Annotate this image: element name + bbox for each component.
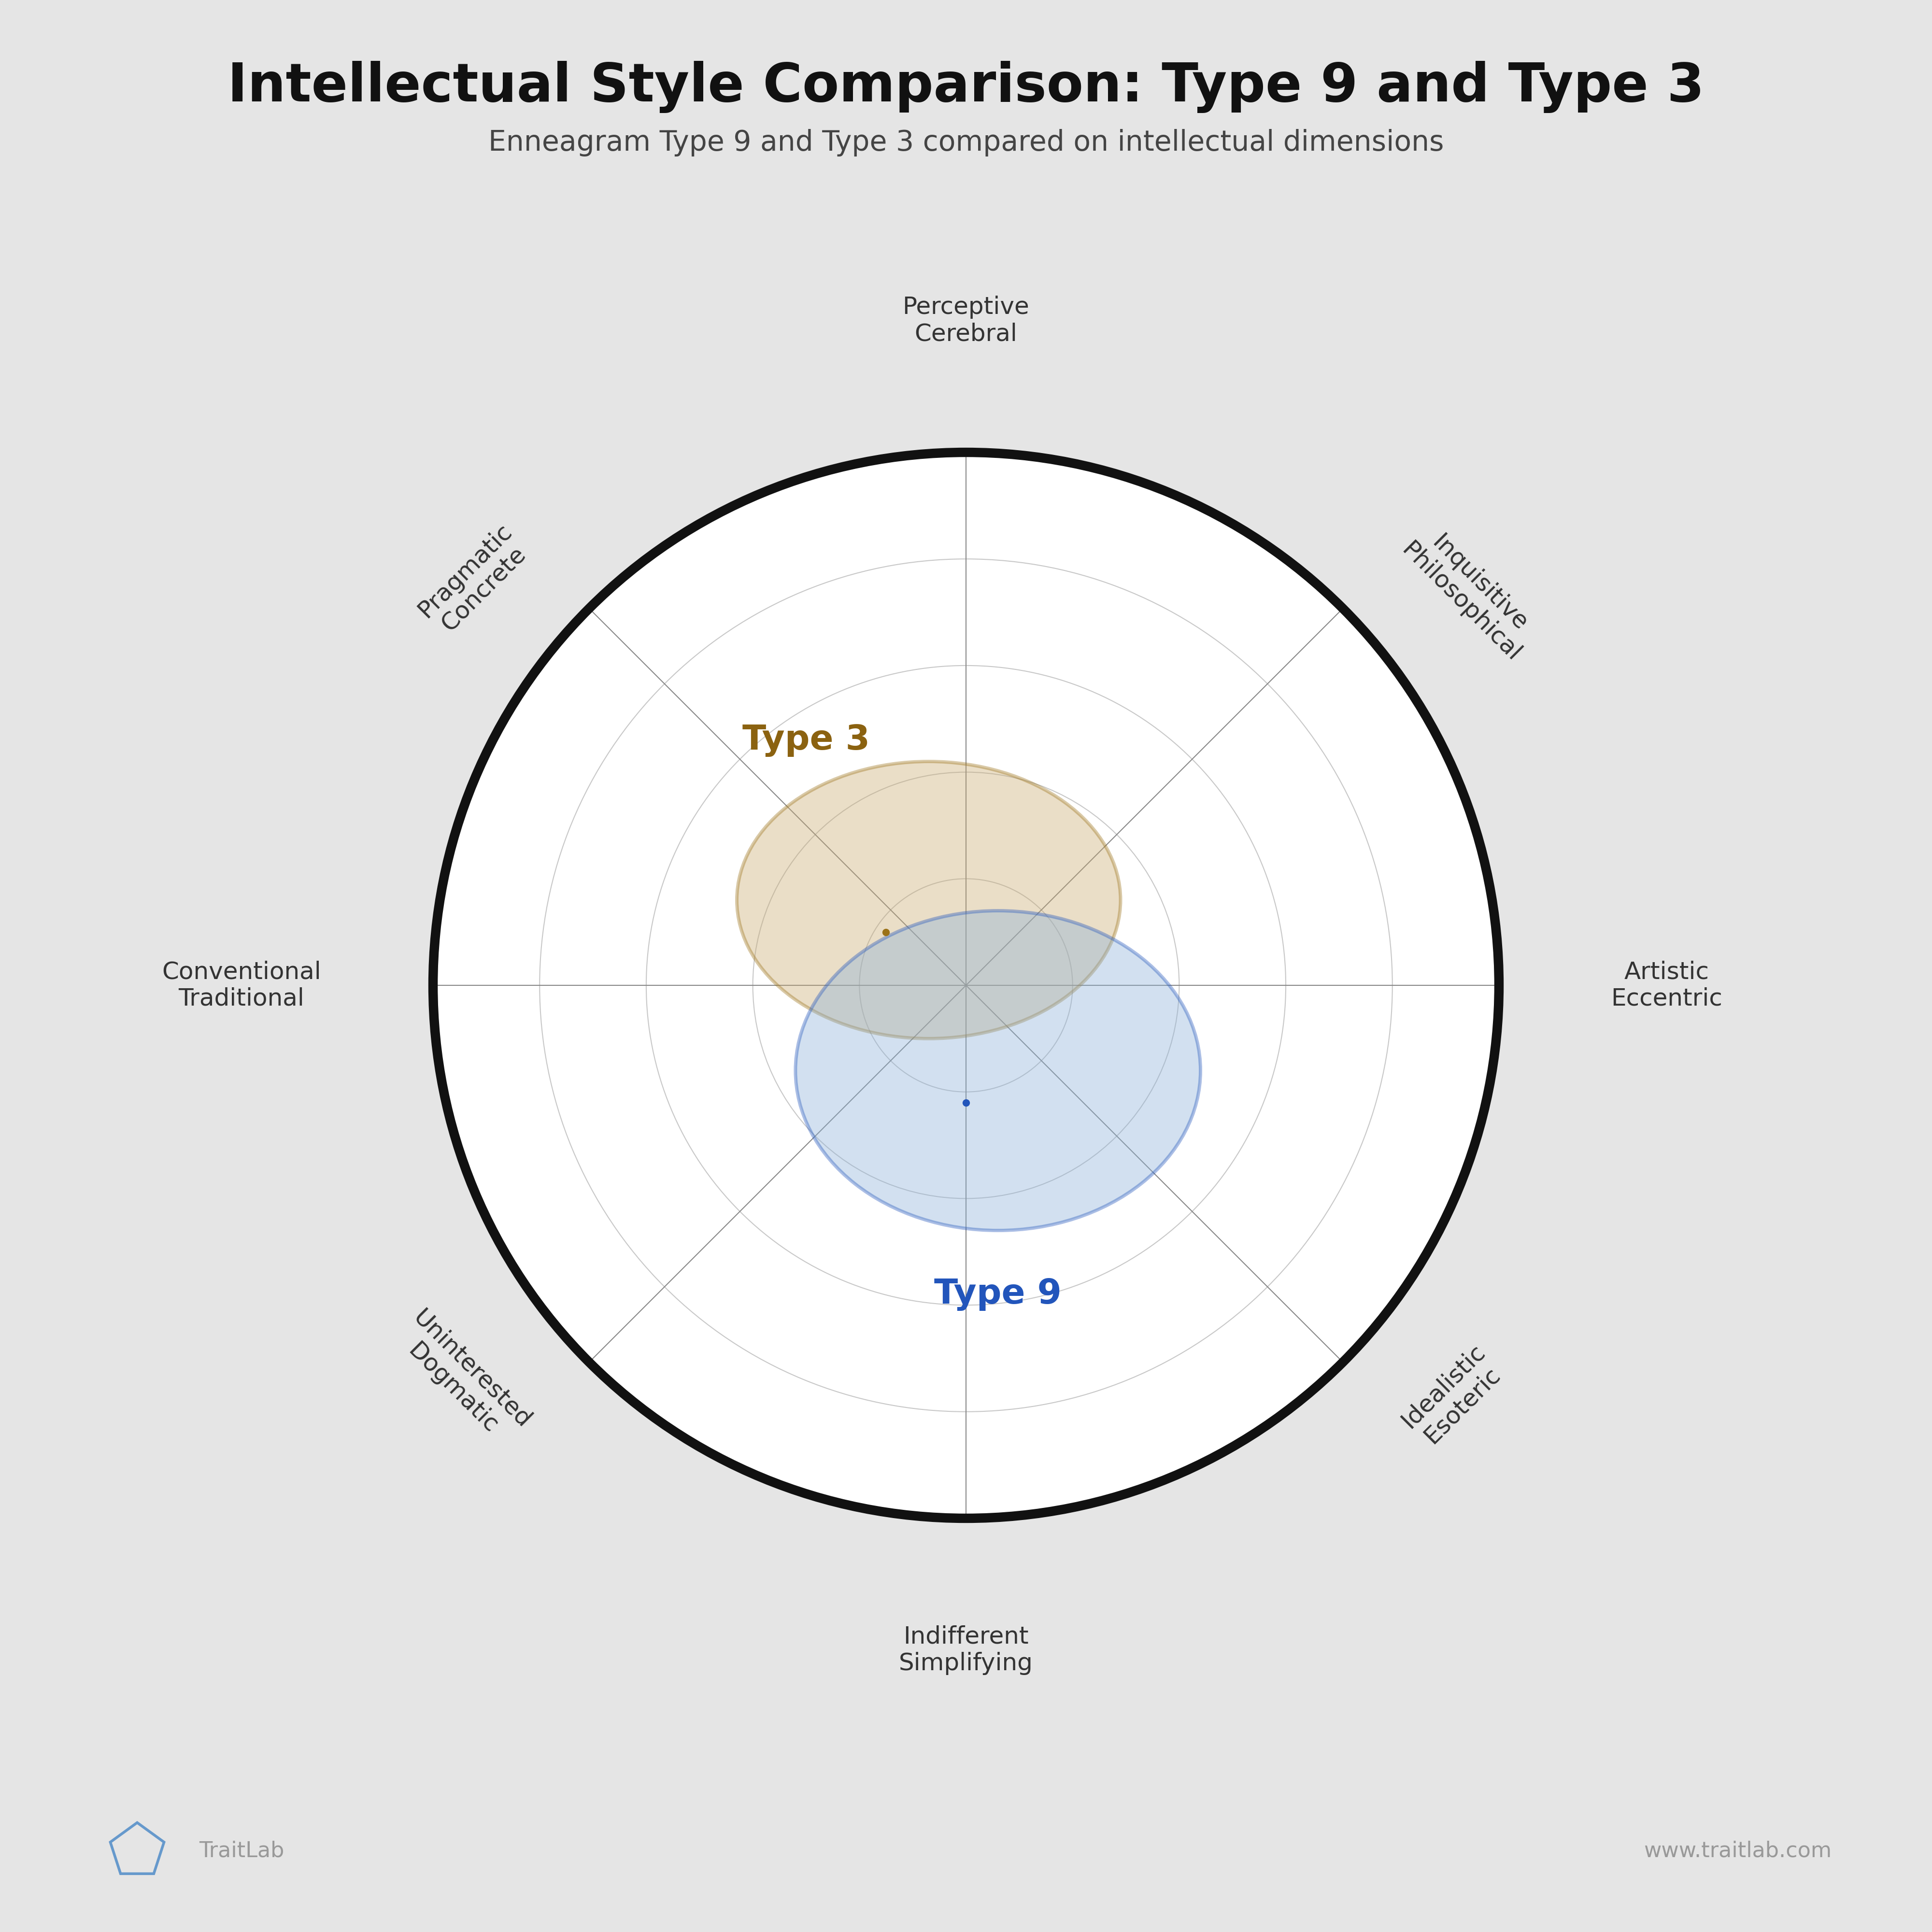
Text: Pragmatic
Concrete: Pragmatic Concrete: [413, 520, 535, 641]
Text: TraitLab: TraitLab: [199, 1841, 284, 1861]
Ellipse shape: [736, 761, 1121, 1039]
Text: Enneagram Type 9 and Type 3 compared on intellectual dimensions: Enneagram Type 9 and Type 3 compared on …: [489, 129, 1443, 156]
Text: Type 3: Type 3: [742, 723, 869, 757]
Text: Inquisitive
Philosophical: Inquisitive Philosophical: [1397, 520, 1544, 667]
Text: Conventional
Traditional: Conventional Traditional: [162, 960, 321, 1010]
Circle shape: [433, 452, 1499, 1519]
Text: Idealistic
Esoteric: Idealistic Esoteric: [1397, 1341, 1509, 1451]
Text: Uninterested
Dogmatic: Uninterested Dogmatic: [390, 1306, 535, 1451]
Text: Perceptive
Cerebral: Perceptive Cerebral: [902, 296, 1030, 346]
Ellipse shape: [796, 910, 1200, 1231]
Text: Intellectual Style Comparison: Type 9 and Type 3: Intellectual Style Comparison: Type 9 an…: [228, 60, 1704, 112]
Text: Type 9: Type 9: [935, 1277, 1063, 1312]
Text: Artistic
Eccentric: Artistic Eccentric: [1611, 960, 1723, 1010]
Text: www.traitlab.com: www.traitlab.com: [1644, 1841, 1832, 1861]
Text: Indifferent
Simplifying: Indifferent Simplifying: [898, 1625, 1034, 1675]
